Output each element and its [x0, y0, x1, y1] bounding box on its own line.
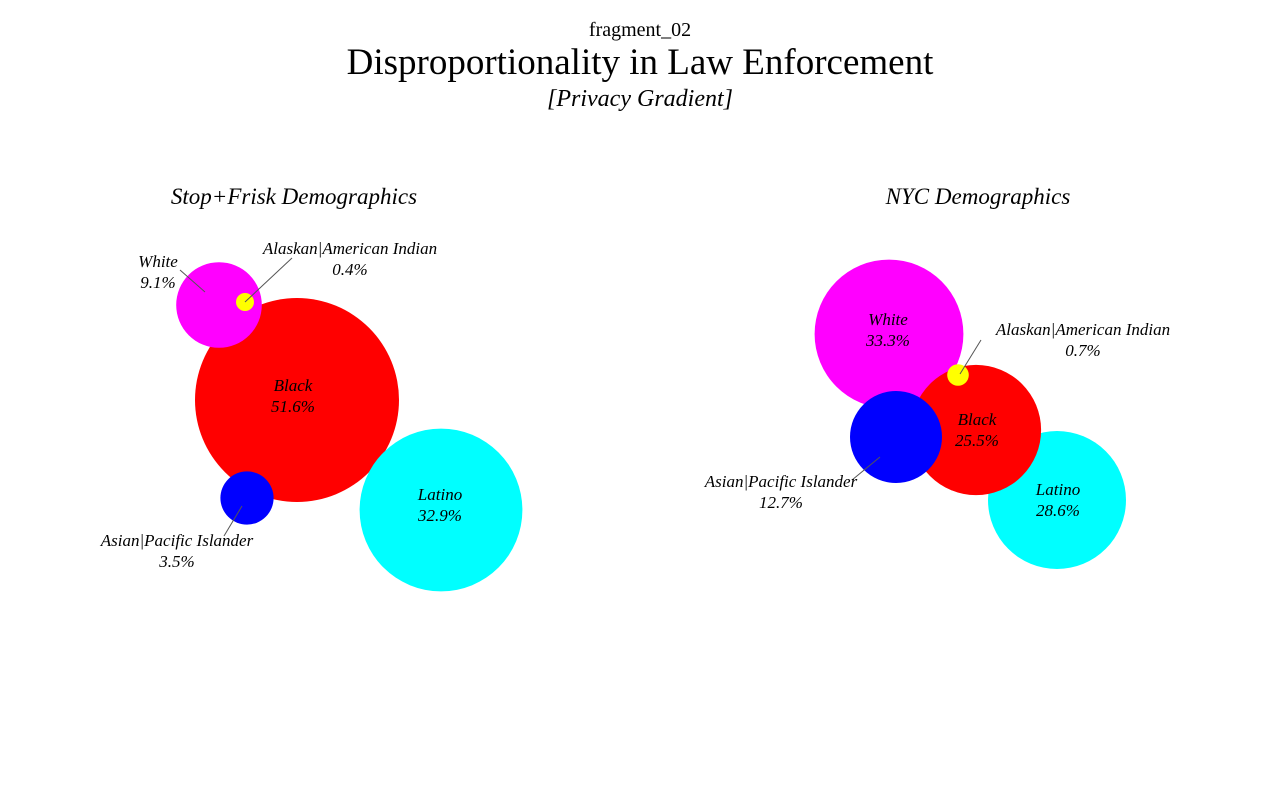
value-white: 33.3% — [865, 331, 910, 350]
value-black: 25.5% — [955, 431, 999, 450]
label-alaskan-american-indian: Alaskan|American Indian — [995, 320, 1170, 339]
bubble-white — [176, 262, 262, 348]
label-black: Black — [958, 410, 997, 429]
label-latino: Latino — [1035, 480, 1080, 499]
leader-line-white — [179, 269, 206, 293]
leader-line-alaskan-american-indian — [959, 339, 982, 375]
label-asian-pacific-islander: Asian|Pacific Islander — [100, 531, 254, 550]
label-latino: Latino — [417, 485, 462, 504]
bubble-asian-pacific-islander — [220, 471, 274, 525]
bubble-black — [195, 298, 399, 502]
value-latino: 28.6% — [1036, 501, 1080, 520]
leader-line-asian-pacific-islander — [851, 456, 881, 481]
bubble-alaskan-american-indian — [947, 364, 969, 386]
page-subtitle: [Privacy Gradient] — [547, 86, 733, 112]
leader-line-asian-pacific-islander — [223, 505, 243, 537]
label-white: White — [138, 252, 178, 271]
leader-line-alaskan-american-indian — [244, 257, 293, 303]
page-header: fragment_02 Disproportionality in Law En… — [0, 18, 1280, 114]
label-black: Black — [274, 376, 313, 395]
value-alaskan-american-indian: 0.4% — [332, 260, 367, 279]
bubble-latino — [359, 428, 523, 592]
chart-title: NYC Demographics — [885, 184, 1071, 209]
value-asian-pacific-islander: 3.5% — [158, 552, 194, 571]
value-asian-pacific-islander: 12.7% — [759, 493, 803, 512]
value-white: 9.1% — [140, 273, 175, 292]
bubble-asian-pacific-islander — [850, 391, 942, 483]
chart-stop-frisk-demographics: Stop+Frisk Demographics Black 51.6% Latino 3… — [100, 184, 523, 592]
bubble-black — [910, 364, 1042, 496]
chart-title: Stop+Frisk Demographics — [171, 184, 417, 209]
value-black: 51.6% — [271, 397, 315, 416]
label-asian-pacific-islander: Asian|Pacific Islander — [704, 472, 858, 491]
label-alaskan-american-indian: Alaskan|American Indian — [262, 239, 437, 258]
bubble-white — [814, 259, 964, 409]
value-latino: 32.9% — [417, 506, 462, 525]
page-title: Disproportionality in Law Enforcement — [346, 42, 934, 83]
label-white: White — [868, 310, 908, 329]
value-alaskan-american-indian: 0.7% — [1065, 341, 1100, 360]
chart-nyc-demographics: NYC Demographics White 33.3% Latino 28.6% Bla… — [704, 184, 1170, 569]
page-kicker: fragment_02 — [588, 19, 692, 41]
